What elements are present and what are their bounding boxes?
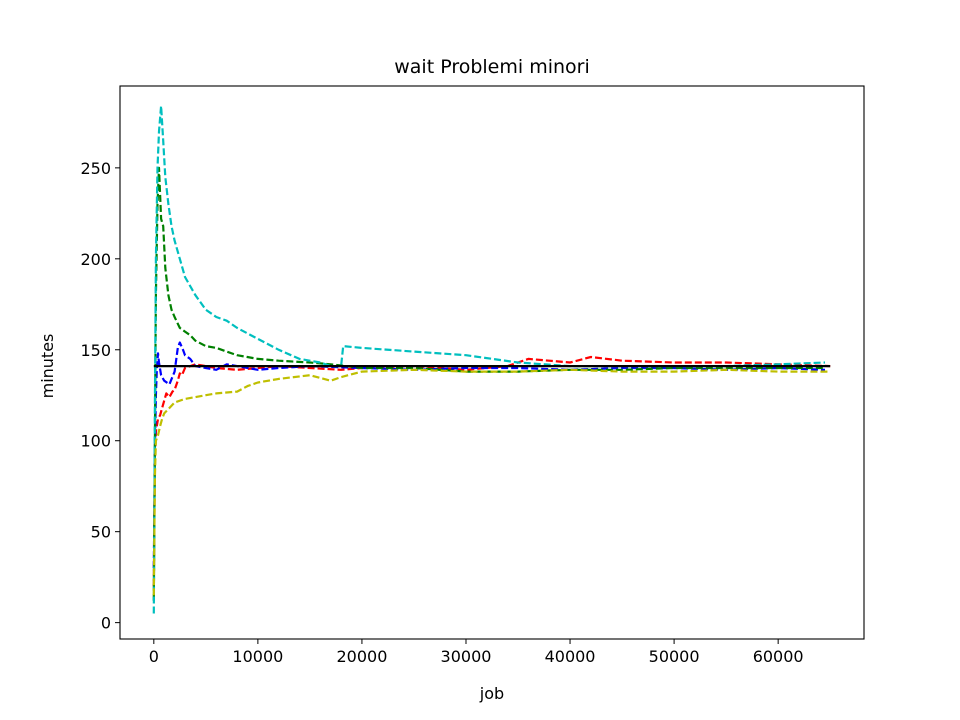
x-tick-label: 50000: [649, 647, 700, 666]
y-tick-label: 150: [80, 341, 111, 360]
y-tick-label: 100: [80, 432, 111, 451]
y-axis-title: minutes: [38, 334, 57, 399]
x-tick-label: 20000: [336, 647, 387, 666]
x-tick-label: 60000: [753, 647, 804, 666]
series-line-2: [152, 341, 826, 569]
x-tick-label: 30000: [441, 647, 492, 666]
series-line-5: [152, 368, 831, 596]
x-tick-label: 0: [149, 647, 159, 666]
plot-frame: [119, 85, 865, 640]
y-tick-label: 250: [80, 159, 111, 178]
y-tick-label: 0: [101, 614, 111, 633]
axes: 0 10000 20000 30000 40000 50000 60000 0 50 100 150…: [80, 85, 865, 666]
y-tick-label: 200: [80, 250, 111, 269]
x-tick-label: 10000: [232, 647, 283, 666]
chart-title: wait Problemi minori: [394, 56, 590, 78]
plot-area: [152, 104, 831, 614]
series-line-4: [152, 104, 826, 614]
x-axis-title: job: [479, 684, 504, 703]
y-tick-label: 50: [91, 523, 111, 542]
series-line-1: [152, 355, 831, 587]
x-tick-label: 40000: [545, 647, 596, 666]
